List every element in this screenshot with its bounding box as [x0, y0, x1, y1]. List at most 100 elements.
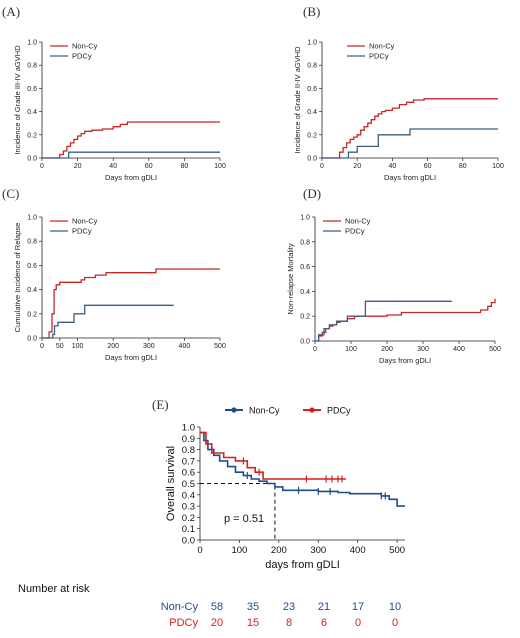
- risk-table-title: Number at risk: [18, 583, 90, 595]
- risk-row-label: Non-Cy: [161, 601, 199, 613]
- y-tick-label: 0.2: [27, 132, 37, 139]
- y-tick-label: 0.8: [27, 63, 37, 70]
- x-tick-label: 200: [381, 346, 393, 353]
- series-line-noncy: [200, 431, 405, 507]
- y-tick-label: 0.6: [307, 86, 317, 93]
- series-line-noncy: [42, 121, 220, 159]
- y-tick-label: 0.2: [27, 311, 37, 318]
- y-tick-label: 0.2: [307, 132, 317, 139]
- y-axis-title: Non-relapse Mortality: [286, 243, 295, 315]
- y-tick-label: 0.6: [27, 86, 37, 93]
- panel-label: (E): [152, 397, 169, 412]
- risk-count: 23: [283, 601, 295, 613]
- x-tick-label: 60: [145, 163, 153, 170]
- x-tick-label: 80: [459, 163, 467, 170]
- legend-label: Non-Cy: [72, 217, 98, 226]
- x-tick-label: 80: [181, 163, 189, 170]
- y-tick-label: 1.0: [307, 40, 317, 47]
- panel-label: (B): [303, 4, 320, 19]
- x-tick-label: 500: [489, 346, 501, 353]
- x-tick-label: 400: [453, 346, 465, 353]
- risk-count: 17: [352, 601, 364, 613]
- series-line-noncy: [315, 298, 496, 342]
- y-tick-label: 0.0: [27, 336, 37, 343]
- x-axis-title: days from gDLI: [265, 559, 340, 571]
- x-axis-title: Days from gDLI: [105, 173, 157, 182]
- x-tick-label: 400: [350, 545, 366, 556]
- risk-count: 21: [318, 601, 330, 613]
- x-axis-title: Days from gDLI: [379, 356, 431, 365]
- y-tick-label: 0.3: [182, 502, 195, 513]
- risk-count: 0: [355, 617, 361, 629]
- series-line-noncy: [322, 98, 498, 159]
- y-tick-label: 0.8: [300, 239, 310, 246]
- series-line-pdcy: [42, 151, 220, 159]
- x-tick-label: 400: [179, 343, 191, 350]
- x-tick-label: 20: [74, 163, 82, 170]
- legend-marker: [309, 407, 315, 413]
- y-tick-label: 0.8: [27, 239, 37, 246]
- x-tick-label: 100: [214, 163, 226, 170]
- y-tick-label: 0.8: [307, 63, 317, 70]
- y-tick-label: 1.0: [27, 215, 37, 222]
- x-tick-label: 500: [214, 343, 226, 350]
- y-tick-label: 0.7: [182, 456, 195, 467]
- y-axis-title: Incidence of Grade III-IV aGVHD: [13, 45, 22, 155]
- x-tick-label: 100: [492, 163, 504, 170]
- x-tick-label: 300: [310, 545, 326, 556]
- risk-count: 0: [392, 617, 398, 629]
- y-tick-label: 0.4: [27, 109, 37, 116]
- y-tick-label: 0.0: [27, 156, 37, 163]
- y-tick-label: 0.4: [300, 289, 310, 296]
- x-tick-label: 200: [107, 343, 119, 350]
- y-tick-label: 0.0: [300, 339, 310, 346]
- y-tick-label: 0.6: [300, 264, 310, 271]
- legend-marker: [231, 407, 237, 413]
- median-survival-line: [200, 483, 276, 540]
- legend-label: PDCy: [72, 52, 92, 61]
- risk-count: 6: [321, 617, 327, 629]
- series-line-pdcy: [322, 128, 498, 159]
- panel-label: (C): [2, 186, 19, 201]
- x-tick-label: 300: [143, 343, 155, 350]
- risk-count: 58: [211, 601, 223, 613]
- x-axis-title: Days from gDLI: [105, 353, 157, 362]
- x-tick-label: 500: [389, 545, 405, 556]
- y-tick-label: 0.2: [300, 314, 310, 321]
- legend-label: Non-Cy: [72, 42, 98, 51]
- x-tick-label: 200: [271, 545, 287, 556]
- panel-label: (A): [2, 4, 20, 19]
- series-line-pdcy: [42, 304, 174, 339]
- series-line-pdcy: [315, 300, 452, 342]
- panel-label: (D): [303, 186, 321, 201]
- y-tick-label: 0.1: [182, 524, 195, 535]
- risk-row-label: PDCy: [169, 617, 198, 629]
- y-axis-title: Cumulative Incidence of Relapse: [13, 223, 22, 333]
- x-tick-label: 100: [72, 343, 84, 350]
- x-tick-label: 20: [353, 163, 361, 170]
- y-tick-label: 0.8: [182, 445, 195, 456]
- y-tick-label: 0.4: [307, 109, 317, 116]
- y-tick-label: 0.6: [182, 468, 195, 479]
- y-axis-title: Incidence of Grade II-IV aGVHD: [293, 46, 302, 154]
- series-line-noncy: [42, 268, 220, 339]
- y-axis-title: Overall survival: [165, 446, 177, 521]
- x-tick-label: 0: [197, 545, 202, 556]
- x-tick-label: 100: [345, 346, 357, 353]
- y-tick-label: 1.0: [27, 40, 37, 47]
- x-tick-label: 100: [231, 545, 247, 556]
- legend-label: Non-Cy: [249, 406, 280, 416]
- y-tick-label: 0.9: [182, 434, 195, 445]
- legend-label: PDCy: [369, 52, 389, 61]
- x-tick-label: 60: [424, 163, 432, 170]
- risk-count: 10: [389, 601, 401, 613]
- y-tick-label: 1.0: [300, 215, 310, 222]
- x-tick-label: 0: [40, 163, 44, 170]
- x-tick-label: 300: [417, 346, 429, 353]
- y-tick-label: 0.4: [182, 490, 195, 501]
- risk-count: 20: [211, 617, 223, 629]
- y-tick-label: 0.6: [27, 263, 37, 270]
- y-tick-label: 0.0: [182, 536, 195, 547]
- legend-label: Non-Cy: [369, 42, 395, 51]
